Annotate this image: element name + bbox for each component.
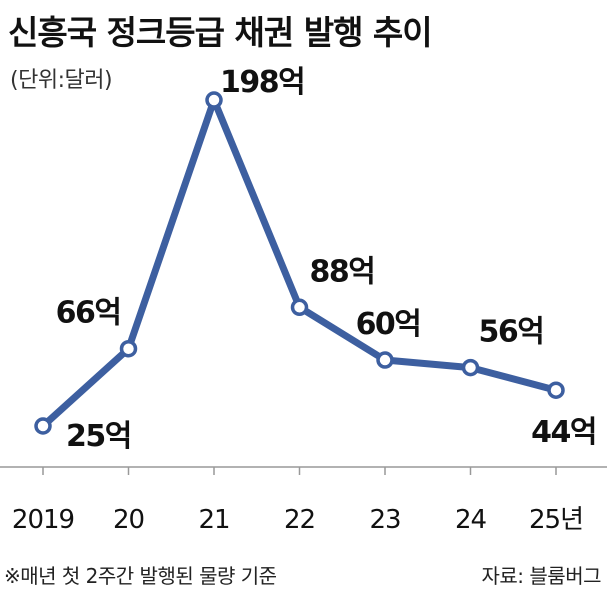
data-point: [290, 298, 309, 317]
x-tick-label: 23: [369, 505, 400, 535]
data-point: [119, 339, 138, 358]
footnote: ※매년 첫 2주간 발행된 물량 기준: [4, 564, 277, 588]
x-tick-label: 25년: [529, 505, 583, 535]
data-label: 25억: [66, 419, 131, 454]
series-line-group: [39, 96, 560, 430]
x-tick-label: 20: [113, 505, 144, 535]
data-point: [205, 91, 223, 109]
x-tick-label: 21: [198, 505, 229, 535]
data-point: [547, 381, 565, 399]
x-tick-label: 22: [284, 505, 315, 535]
source-note: 자료: 블룸버그: [481, 564, 602, 588]
data-label: 56억: [479, 315, 544, 350]
unit-label: (단위:달러): [10, 68, 113, 93]
x-axis: 2019 20 21 22 23 24 25년: [0, 466, 607, 535]
x-tick-label: 24: [455, 505, 487, 535]
data-label: 88억: [310, 254, 375, 289]
data-point: [461, 358, 480, 377]
x-tick-label: 2019: [12, 505, 74, 535]
data-label: 66억: [56, 296, 121, 331]
chart-title: 신흥국 정크등급 채권 발행 추이: [8, 13, 433, 52]
data-label: 198억: [220, 65, 304, 100]
data-label: 44억: [531, 415, 596, 450]
data-point: [34, 417, 52, 435]
data-label: 60억: [356, 307, 421, 342]
data-point: [376, 351, 394, 369]
series-line: [39, 96, 560, 430]
data-markers: [34, 91, 565, 435]
data-labels: 25억 66억 198억 88억 60억 56억 44억: [56, 65, 598, 454]
